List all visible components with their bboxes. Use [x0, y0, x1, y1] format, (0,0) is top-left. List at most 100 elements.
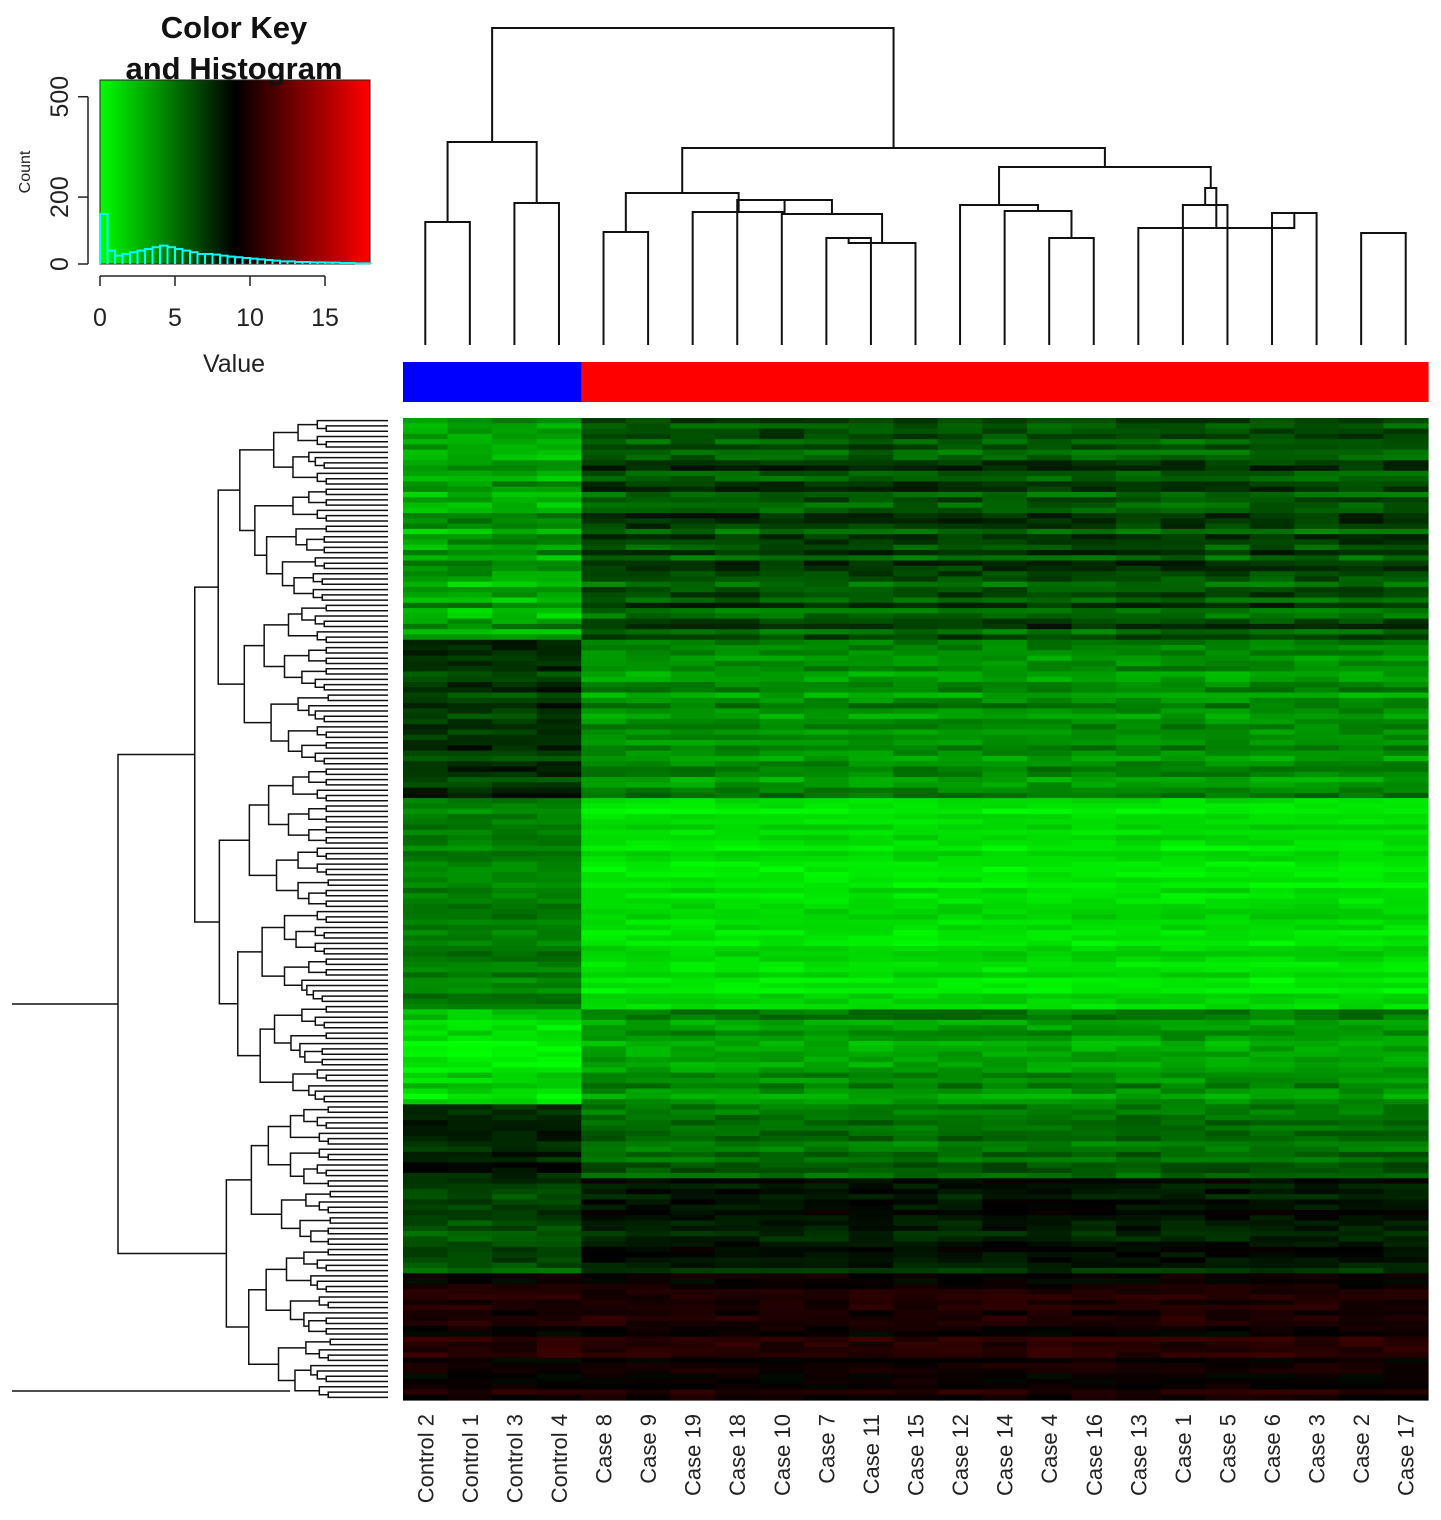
heatmap-cell	[492, 1278, 538, 1285]
heatmap-cell	[937, 713, 983, 720]
heatmap-cell	[536, 882, 582, 889]
heatmap-cell	[1338, 470, 1385, 477]
heatmap-cell	[937, 924, 983, 931]
heatmap-cell	[804, 666, 850, 673]
heatmap-cell	[1383, 1310, 1429, 1317]
heatmap-cell	[625, 660, 671, 667]
heatmap-cell	[447, 645, 493, 651]
heatmap-cell	[893, 1093, 939, 1100]
dendrogram-branch	[323, 1095, 388, 1103]
heatmap-cell	[492, 1289, 538, 1296]
heatmap-cell	[625, 1294, 671, 1301]
heatmap-cell	[670, 608, 716, 614]
heatmap-cell	[447, 1368, 493, 1375]
heatmap-cell	[1249, 903, 1295, 910]
heatmap-cell	[536, 470, 582, 477]
heatmap-cell	[893, 993, 939, 1000]
heatmap-cell	[1205, 476, 1251, 482]
heatmap-cell	[804, 829, 850, 836]
heatmap-cell	[1338, 718, 1385, 725]
heatmap-cell	[403, 993, 449, 1000]
heatmap-cell	[1294, 1183, 1340, 1190]
heatmap-cell	[759, 444, 805, 451]
heatmap-cell	[536, 703, 582, 709]
heatmap-cell	[625, 676, 671, 683]
heatmap-cell	[536, 909, 582, 915]
heatmap-cell	[937, 608, 983, 614]
heatmap-cell	[403, 650, 449, 657]
heatmap-cell	[536, 629, 582, 636]
x-tick-label: 5	[168, 304, 182, 332]
heatmap-cell	[1071, 1326, 1117, 1332]
dendrogram-branch	[323, 462, 388, 469]
dendrogram-branch	[325, 900, 388, 908]
heatmap-cell	[1338, 1130, 1385, 1137]
dendrogram-branch	[318, 1132, 388, 1143]
heatmap-cell	[1071, 1172, 1117, 1179]
heatmap-cell	[1383, 850, 1429, 857]
heatmap-cell	[848, 977, 894, 984]
heatmap-cell	[1026, 634, 1073, 641]
heatmap-cell	[581, 945, 627, 952]
heatmap-cell	[403, 1072, 449, 1079]
heatmap-cell	[937, 956, 983, 963]
heatmap-cell	[447, 1136, 493, 1142]
group-bar-cell	[848, 362, 894, 402]
heatmap-cell	[625, 1157, 671, 1164]
heatmap-cell	[1294, 940, 1340, 947]
heatmap-cell	[1249, 1162, 1295, 1169]
heatmap-cell	[625, 486, 671, 493]
heatmap-cell	[982, 919, 1028, 926]
heatmap-cell	[492, 1194, 538, 1200]
heatmap-cell	[937, 1162, 983, 1169]
heatmap-cell	[1205, 1104, 1251, 1111]
heatmap-cell	[804, 1231, 850, 1237]
heatmap-cell	[759, 766, 805, 773]
heatmap-cell	[403, 697, 449, 704]
heatmap-cell	[804, 549, 850, 556]
heatmap-cell	[581, 597, 627, 604]
heatmap-cell	[1294, 460, 1340, 467]
heatmap-cell	[1116, 998, 1162, 1005]
heatmap-cell	[1160, 1289, 1206, 1296]
heatmap-cell	[1160, 1188, 1206, 1195]
heatmap-cell	[403, 893, 449, 900]
heatmap-cell	[1071, 454, 1117, 461]
heatmap-cell	[447, 1046, 493, 1053]
heatmap-cell	[714, 1231, 761, 1237]
heatmap-cell	[403, 766, 449, 773]
dendrogram-branch	[325, 1285, 388, 1293]
heatmap-cell	[1205, 893, 1251, 900]
heatmap-cell	[447, 576, 493, 583]
heatmap-cell	[982, 988, 1028, 995]
heatmap-cell	[937, 666, 983, 673]
dendrogram-branch	[325, 1264, 388, 1272]
heatmap-cell	[536, 1199, 582, 1206]
heatmap-cell	[893, 1077, 939, 1084]
heatmap-cell	[1249, 1009, 1295, 1016]
heatmap-cell	[581, 1315, 627, 1322]
heatmap-cell	[1116, 1257, 1162, 1264]
heatmap-cell	[893, 1125, 939, 1132]
heatmap-cell	[1205, 909, 1251, 915]
group-bar-cell	[1338, 362, 1385, 402]
heatmap-cell	[492, 1347, 538, 1354]
heatmap-cell	[1071, 761, 1117, 768]
heatmap-cell	[714, 1315, 761, 1322]
heatmap-cell	[1205, 930, 1251, 936]
heatmap-cell	[670, 909, 716, 915]
heatmap-cell	[670, 967, 716, 973]
heatmap-cell	[848, 1136, 894, 1142]
heatmap-cell	[1026, 544, 1073, 551]
heatmap-cell	[492, 1141, 538, 1148]
heatmap-cell	[536, 708, 582, 715]
heatmap-cell	[447, 549, 493, 556]
heatmap-cell	[1205, 1188, 1251, 1195]
heatmap-cell	[1338, 423, 1385, 430]
heatmap-cell	[1205, 1093, 1251, 1100]
heatmap-cell	[625, 1004, 671, 1010]
heatmap-cell	[536, 829, 582, 836]
heatmap-cell	[625, 433, 671, 440]
heatmap-cell	[937, 1389, 983, 1396]
heatmap-cell	[1116, 565, 1162, 572]
